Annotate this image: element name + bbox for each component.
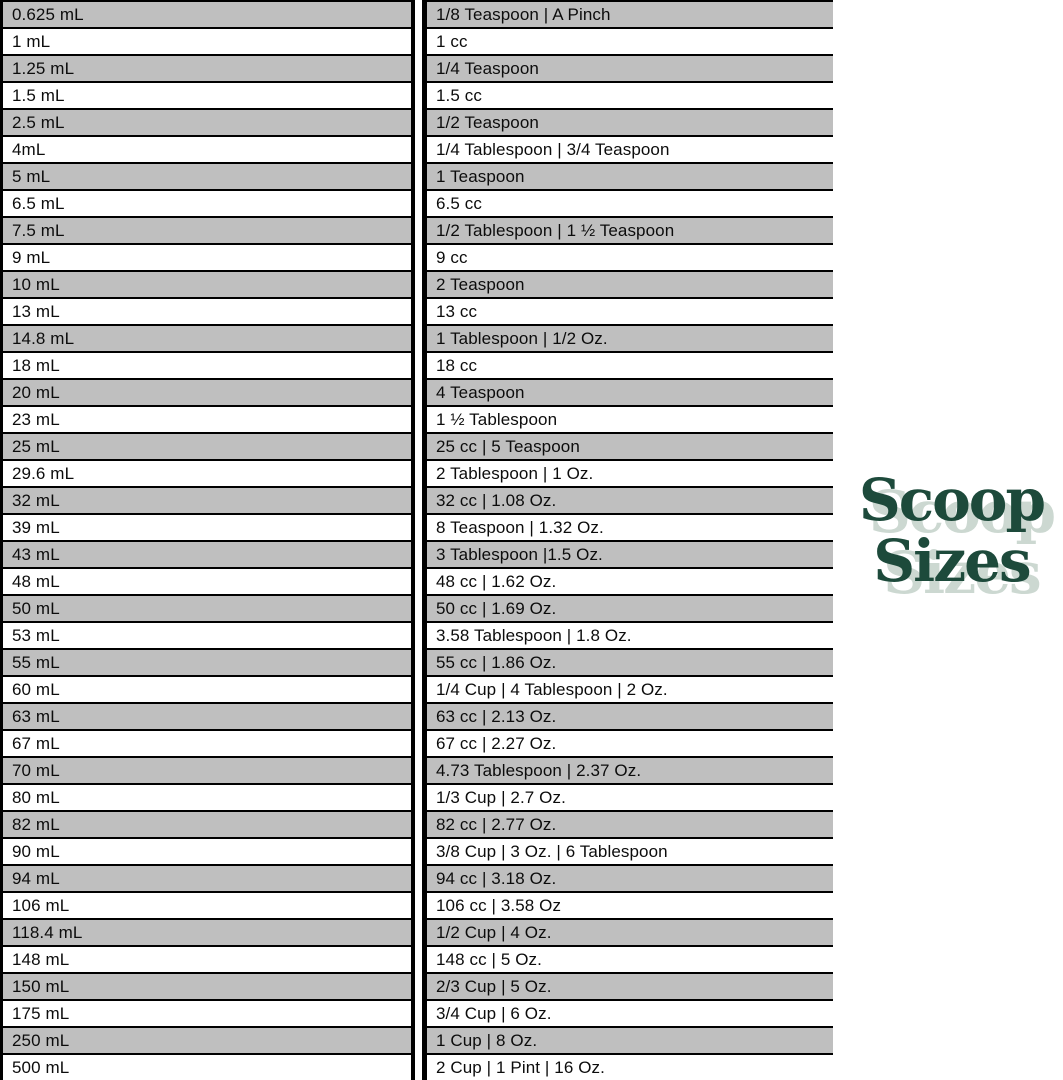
table-cell-ml: 60 mL: [3, 677, 411, 704]
table-cell-equivalent: 25 cc | 5 Teaspoon: [427, 434, 833, 461]
table-cell-ml: 14.8 mL: [3, 326, 411, 353]
table-cell-ml: 5 mL: [3, 164, 411, 191]
ml-column: 0.625 mL 1 mL 1.25 mL 1.5 mL 2.5 mL 4mL 5 mL 6.…: [0, 0, 415, 1080]
table-cell-equivalent: 13 cc: [427, 299, 833, 326]
table-cell-equivalent: 48 cc | 1.62 Oz.: [427, 569, 833, 596]
table-cell-equivalent: 4.73 Tablespoon | 2.37 Oz.: [427, 758, 833, 785]
table-cell-ml: 13 mL: [3, 299, 411, 326]
table-cell-equivalent: 63 cc | 2.13 Oz.: [427, 704, 833, 731]
table-cell-ml: 150 mL: [3, 974, 411, 1001]
table-cell-equivalent: 2 Teaspoon: [427, 272, 833, 299]
table-cell-equivalent: 1.5 cc: [427, 83, 833, 110]
table-cell-equivalent: 9 cc: [427, 245, 833, 272]
table-cell-equivalent: 3/8 Cup | 3 Oz. | 6 Tablespoon: [427, 839, 833, 866]
table-cell-equivalent: 8 Teaspoon | 1.32 Oz.: [427, 515, 833, 542]
table-cell-equivalent: 148 cc | 5 Oz.: [427, 947, 833, 974]
table-cell-ml: 4mL: [3, 137, 411, 164]
table-cell-equivalent: 6.5 cc: [427, 191, 833, 218]
table-cell-ml: 29.6 mL: [3, 461, 411, 488]
table-cell-ml: 7.5 mL: [3, 218, 411, 245]
scoop-conversion-table: 0.625 mL 1 mL 1.25 mL 1.5 mL 2.5 mL 4mL 5 mL 6.…: [0, 0, 833, 1080]
table-cell-equivalent: 67 cc | 2.27 Oz.: [427, 731, 833, 758]
table-cell-equivalent: 1 Teaspoon: [427, 164, 833, 191]
table-cell-ml: 39 mL: [3, 515, 411, 542]
table-cell-ml: 43 mL: [3, 542, 411, 569]
table-cell-equivalent: 1/4 Teaspoon: [427, 56, 833, 83]
table-cell-ml: 67 mL: [3, 731, 411, 758]
table-cell-equivalent: 1/2 Teaspoon: [427, 110, 833, 137]
table-cell-equivalent: 32 cc | 1.08 Oz.: [427, 488, 833, 515]
table-cell-equivalent: 1/4 Cup | 4 Tablespoon | 2 Oz.: [427, 677, 833, 704]
table-cell-ml: 32 mL: [3, 488, 411, 515]
table-cell-ml: 80 mL: [3, 785, 411, 812]
table-cell-ml: 70 mL: [3, 758, 411, 785]
table-cell-ml: 48 mL: [3, 569, 411, 596]
logo-line-scoop: Scoop: [858, 466, 1046, 534]
table-cell-ml: 118.4 mL: [3, 920, 411, 947]
scoop-sizes-logo: Scoop Sizes: [840, 470, 1063, 592]
table-cell-ml: 82 mL: [3, 812, 411, 839]
table-cell-ml: 23 mL: [3, 407, 411, 434]
table-cell-equivalent: 2 Cup | 1 Pint | 16 Oz.: [427, 1055, 833, 1080]
table-cell-equivalent: 1/2 Cup | 4 Oz.: [427, 920, 833, 947]
table-cell-ml: 10 mL: [3, 272, 411, 299]
table-cell-equivalent: 55 cc | 1.86 Oz.: [427, 650, 833, 677]
table-cell-equivalent: 1 cc: [427, 29, 833, 56]
table-cell-equivalent: 106 cc | 3.58 Oz: [427, 893, 833, 920]
table-cell-equivalent: 82 cc | 2.77 Oz.: [427, 812, 833, 839]
column-gutter: [415, 0, 422, 1080]
table-cell-ml: 1.25 mL: [3, 56, 411, 83]
table-cell-ml: 148 mL: [3, 947, 411, 974]
table-cell-ml: 0.625 mL: [3, 2, 411, 29]
table-cell-equivalent: 2/3 Cup | 5 Oz.: [427, 974, 833, 1001]
table-cell-ml: 50 mL: [3, 596, 411, 623]
table-cell-equivalent: 3 Tablespoon |1.5 Oz.: [427, 542, 833, 569]
table-cell-ml: 18 mL: [3, 353, 411, 380]
table-cell-ml: 250 mL: [3, 1028, 411, 1055]
table-cell-ml: 20 mL: [3, 380, 411, 407]
table-cell-ml: 1.5 mL: [3, 83, 411, 110]
table-cell-ml: 94 mL: [3, 866, 411, 893]
table-cell-ml: 63 mL: [3, 704, 411, 731]
table-cell-ml: 9 mL: [3, 245, 411, 272]
table-cell-ml: 53 mL: [3, 623, 411, 650]
table-cell-equivalent: 1/2 Tablespoon | 1 ½ Teaspoon: [427, 218, 833, 245]
table-cell-ml: 106 mL: [3, 893, 411, 920]
table-cell-ml: 2.5 mL: [3, 110, 411, 137]
table-cell-equivalent: 94 cc | 3.18 Oz.: [427, 866, 833, 893]
table-cell-equivalent: 1/4 Tablespoon | 3/4 Teaspoon: [427, 137, 833, 164]
table-cell-ml: 6.5 mL: [3, 191, 411, 218]
table-cell-equivalent: 50 cc | 1.69 Oz.: [427, 596, 833, 623]
table-cell-ml: 1 mL: [3, 29, 411, 56]
table-cell-equivalent: 1/3 Cup | 2.7 Oz.: [427, 785, 833, 812]
table-cell-equivalent: 18 cc: [427, 353, 833, 380]
table-cell-ml: 175 mL: [3, 1001, 411, 1028]
table-cell-equivalent: 4 Teaspoon: [427, 380, 833, 407]
table-cell-equivalent: 1/8 Teaspoon | A Pinch: [427, 2, 833, 29]
table-cell-ml: 90 mL: [3, 839, 411, 866]
table-cell-equivalent: 3.58 Tablespoon | 1.8 Oz.: [427, 623, 833, 650]
table-cell-equivalent: 2 Tablespoon | 1 Oz.: [427, 461, 833, 488]
table-cell-equivalent: 1 Cup | 8 Oz.: [427, 1028, 833, 1055]
table-cell-ml: 55 mL: [3, 650, 411, 677]
table-cell-ml: 25 mL: [3, 434, 411, 461]
equivalent-column: 1/8 Teaspoon | A Pinch 1 cc 1/4 Teaspoon 1.…: [422, 0, 833, 1080]
table-cell-ml: 500 mL: [3, 1055, 411, 1080]
table-cell-equivalent: 1 Tablespoon | 1/2 Oz.: [427, 326, 833, 353]
table-cell-equivalent: 3/4 Cup | 6 Oz.: [427, 1001, 833, 1028]
logo-line-sizes: Sizes: [873, 527, 1031, 595]
table-cell-equivalent: 1 ½ Tablespoon: [427, 407, 833, 434]
